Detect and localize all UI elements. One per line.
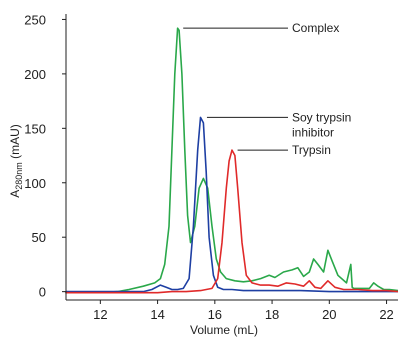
y-tick-label: 150 xyxy=(24,121,46,136)
axes: 12 14 16 18 20 22 0 50 100 150 200 250 xyxy=(24,12,398,322)
x-tick-label: 18 xyxy=(265,307,279,322)
annotation-label: Complex xyxy=(292,21,339,35)
series-line-soy-trypsin-inhibitor xyxy=(65,116,398,293)
plot-lines xyxy=(65,27,398,294)
y-ticks: 0 50 100 150 200 250 xyxy=(24,12,66,300)
series-line-complex xyxy=(65,27,398,294)
x-tick-label: 22 xyxy=(379,307,393,322)
x-tick-label: 12 xyxy=(93,307,107,322)
y-axis-title-subscript: 280nm xyxy=(14,162,24,190)
y-axis-title-main: A xyxy=(8,190,22,198)
y-axis-title: A280nm (mAU) xyxy=(8,124,24,198)
x-tick-label: 14 xyxy=(150,307,164,322)
x-tick-label: 20 xyxy=(322,307,336,322)
annotation-label: Trypsin xyxy=(292,143,331,157)
x-axis-title: Volume (mL) xyxy=(190,323,258,337)
annotation-label: Soy trypsin xyxy=(292,110,351,124)
x-ticks: 12 14 16 18 20 22 xyxy=(93,300,394,322)
y-tick-label: 100 xyxy=(24,176,46,191)
y-axis-title-unit: (mAU) xyxy=(8,124,22,162)
annotation-label-line2: inhibitor xyxy=(292,125,334,139)
series-line-trypsin xyxy=(65,149,398,294)
y-tick-label: 200 xyxy=(24,67,46,82)
x-tick-label: 16 xyxy=(208,307,222,322)
y-tick-label: 50 xyxy=(32,230,46,245)
y-tick-label: 0 xyxy=(39,285,46,300)
y-tick-label: 250 xyxy=(24,12,46,27)
